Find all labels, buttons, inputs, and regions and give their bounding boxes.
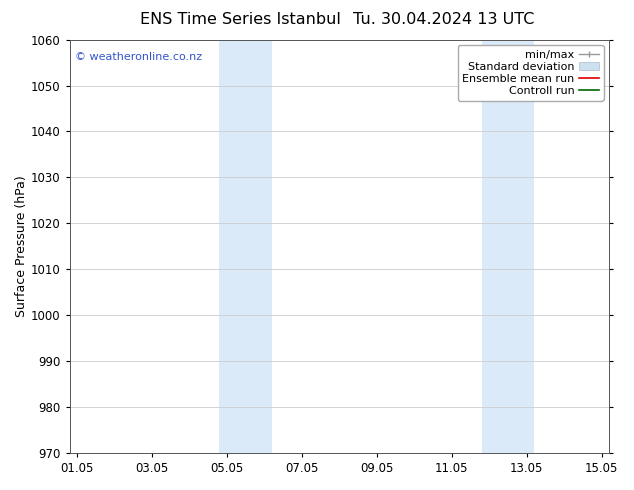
Text: ENS Time Series Istanbul: ENS Time Series Istanbul	[141, 12, 341, 27]
Bar	[482, 40, 534, 453]
Legend: min/max, Standard deviation, Ensemble mean run, Controll run: min/max, Standard deviation, Ensemble me…	[458, 45, 604, 101]
Text: © weatheronline.co.nz: © weatheronline.co.nz	[75, 52, 202, 62]
Text: Tu. 30.04.2024 13 UTC: Tu. 30.04.2024 13 UTC	[353, 12, 534, 27]
Bar	[219, 40, 272, 453]
Y-axis label: Surface Pressure (hPa): Surface Pressure (hPa)	[15, 175, 28, 317]
